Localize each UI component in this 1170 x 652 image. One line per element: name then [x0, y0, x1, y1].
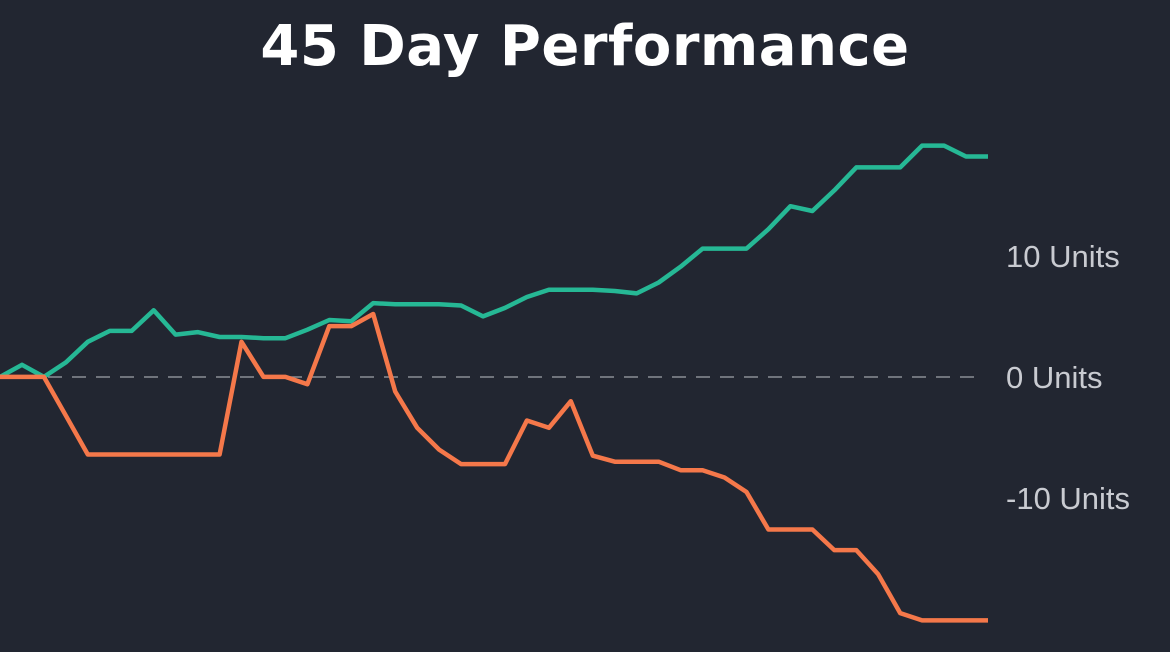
series-line-1 [0, 143, 988, 380]
chart-title: 45 Day Performance [260, 14, 910, 79]
series-line-2 [0, 311, 988, 623]
y-tick-label: 0 Units [1006, 360, 1102, 395]
y-tick-label: 10 Units [1006, 239, 1120, 274]
y-tick-label: -10 Units [1006, 481, 1130, 516]
